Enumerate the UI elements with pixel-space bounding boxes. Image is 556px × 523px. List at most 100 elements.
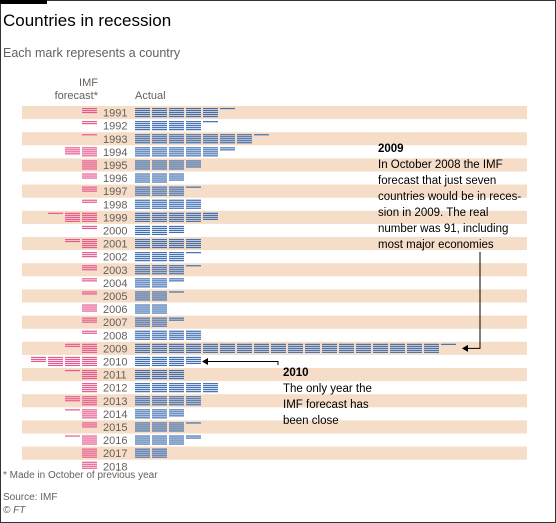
actual-mark-2006 bbox=[135, 304, 150, 314]
imf-forecast-mark-2009 bbox=[65, 343, 80, 347]
actual-mark-2014 bbox=[135, 409, 150, 419]
imf-forecast-mark-2008 bbox=[82, 330, 97, 334]
actual-mark-2007 bbox=[135, 317, 150, 327]
actual-mark-2009 bbox=[152, 343, 167, 353]
annotation-2010-arrowhead bbox=[202, 357, 208, 365]
year-label-2014: 2014 bbox=[103, 409, 127, 421]
imf-forecast-mark-2011 bbox=[82, 369, 97, 380]
actual-mark-1991 bbox=[152, 107, 167, 118]
actual-mark-2009 bbox=[271, 343, 286, 353]
actual-mark-1991 bbox=[135, 107, 150, 118]
actual-mark-1997 bbox=[169, 186, 184, 196]
imf-forecast-mark-2012 bbox=[82, 383, 97, 393]
actual-mark-2003 bbox=[152, 265, 167, 275]
actual-mark-1995 bbox=[169, 160, 184, 170]
actual-mark-2013 bbox=[169, 396, 184, 406]
year-label-2007: 2007 bbox=[103, 317, 127, 329]
year-label-2016: 2016 bbox=[103, 435, 127, 447]
actual-mark-1993 bbox=[152, 134, 167, 144]
year-label-1993: 1993 bbox=[103, 134, 127, 146]
actual-mark-2002 bbox=[152, 252, 167, 262]
actual-mark-2002 bbox=[169, 252, 184, 262]
band-1997 bbox=[22, 184, 527, 198]
imf-forecast-mark-2014 bbox=[82, 409, 97, 419]
annotation-2009-arrowhead bbox=[462, 344, 468, 352]
imf-forecast-mark-1999 bbox=[82, 212, 97, 222]
imf-forecast-mark-2007 bbox=[82, 317, 97, 323]
actual-mark-2003 bbox=[135, 265, 150, 275]
band-2007 bbox=[22, 315, 527, 329]
actual-mark-2010 bbox=[169, 356, 184, 367]
imf-forecast-mark-2010 bbox=[82, 356, 97, 367]
imf-forecast-mark-1995 bbox=[82, 160, 97, 170]
actual-mark-1993 bbox=[135, 134, 150, 144]
imf-forecast-mark-1998 bbox=[82, 199, 97, 203]
actual-mark-2008 bbox=[135, 330, 150, 340]
actual-mark-2011 bbox=[152, 369, 167, 380]
actual-mark-2000 bbox=[169, 225, 184, 234]
actual-mark-2009 bbox=[288, 343, 303, 353]
actual-mark-1993 bbox=[220, 134, 235, 144]
actual-mark-2010 bbox=[186, 356, 201, 365]
actual-mark-2009 bbox=[254, 343, 269, 353]
band-1995 bbox=[22, 158, 527, 172]
band-2001 bbox=[22, 237, 527, 251]
imf-forecast-mark-2001 bbox=[65, 238, 80, 243]
actual-mark-2017 bbox=[152, 448, 167, 458]
imf-forecast-mark-2005 bbox=[82, 291, 97, 295]
actual-mark-2004 bbox=[169, 278, 184, 282]
actual-mark-2000 bbox=[135, 225, 150, 236]
year-label-2013: 2013 bbox=[103, 396, 127, 408]
actual-mark-2015 bbox=[135, 422, 150, 432]
year-label-1996: 1996 bbox=[103, 173, 127, 185]
credit: © FT bbox=[3, 505, 26, 516]
actual-mark-2009 bbox=[424, 343, 439, 353]
actual-mark-1992 bbox=[186, 121, 201, 131]
actual-mark-2008 bbox=[169, 330, 184, 340]
actual-mark-2017 bbox=[135, 448, 150, 458]
imf-forecast-mark-1999 bbox=[65, 212, 80, 222]
actual-mark-1993 bbox=[203, 134, 218, 144]
actual-mark-1996 bbox=[135, 173, 150, 183]
actual-mark-1998 bbox=[186, 199, 201, 209]
imf-forecast-mark-2000 bbox=[82, 225, 97, 230]
annotation-2009-leader bbox=[466, 252, 481, 349]
actual-mark-1994 bbox=[169, 147, 184, 157]
actual-mark-2004 bbox=[135, 278, 150, 288]
actual-mark-2012 bbox=[135, 383, 150, 393]
actual-mark-1995 bbox=[186, 160, 201, 168]
year-label-2010: 2010 bbox=[103, 356, 127, 368]
actual-header: Actual bbox=[135, 90, 166, 102]
actual-mark-1991 bbox=[203, 107, 218, 118]
year-label-1991: 1991 bbox=[103, 108, 127, 120]
imf-forecast-mark-1992 bbox=[82, 121, 97, 125]
year-label-1997: 1997 bbox=[103, 186, 127, 198]
actual-mark-2002 bbox=[135, 252, 150, 262]
imf-forecast-mark-2006 bbox=[82, 304, 97, 312]
actual-mark-2014 bbox=[169, 409, 184, 417]
actual-mark-2013 bbox=[135, 396, 150, 406]
actual-mark-2016 bbox=[152, 435, 167, 445]
year-label-2008: 2008 bbox=[103, 330, 127, 342]
actual-mark-2012 bbox=[186, 383, 201, 393]
actual-mark-2007 bbox=[169, 317, 184, 321]
year-label-2012: 2012 bbox=[103, 383, 127, 395]
band-2017 bbox=[22, 446, 527, 460]
actual-mark-2012 bbox=[203, 383, 218, 393]
year-label-2005: 2005 bbox=[103, 291, 127, 303]
actual-mark-1999 bbox=[169, 212, 184, 222]
actual-mark-2007 bbox=[152, 317, 167, 327]
actual-mark-2009 bbox=[356, 343, 371, 353]
actual-mark-1995 bbox=[152, 160, 167, 170]
actual-mark-1993 bbox=[186, 134, 201, 144]
actual-mark-2001 bbox=[169, 238, 184, 249]
year-label-2006: 2006 bbox=[103, 304, 127, 316]
actual-mark-1999 bbox=[152, 212, 167, 222]
year-label-2015: 2015 bbox=[103, 422, 127, 434]
imf-forecast-mark-1997 bbox=[82, 186, 97, 192]
actual-mark-1998 bbox=[135, 199, 150, 209]
imf-forecast-mark-2004 bbox=[82, 278, 97, 282]
actual-mark-2016 bbox=[186, 435, 201, 439]
year-label-1994: 1994 bbox=[103, 147, 127, 159]
actual-mark-1996 bbox=[152, 173, 167, 183]
